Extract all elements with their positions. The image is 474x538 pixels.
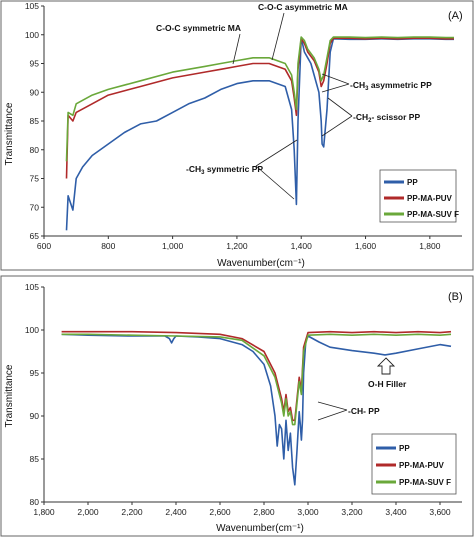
annotation-arrows-a xyxy=(232,12,353,200)
panel-a: (A) 65 70 75 80 85 90 95 100 105 600 800 1,000 1,200… xyxy=(0,0,474,271)
legend-a-entry-pp-ma-puv: PP-MA-PUV xyxy=(384,194,453,203)
panel-b-y-tick-label: 80 xyxy=(30,497,40,507)
arrow-ch3-asym-2 xyxy=(321,83,350,93)
annotation-ch-pp: -CH- PP xyxy=(348,406,380,416)
panel-b-y-tick-label: 105 xyxy=(25,282,39,292)
panel-a-y-tick-label: 100 xyxy=(25,30,39,40)
panel-a-frame xyxy=(0,0,474,271)
annotation-oh-filler: O-H Filler xyxy=(368,379,407,389)
panel-a-series-line-1 xyxy=(65,37,454,179)
panel-b-x-tick-label: 3,200 xyxy=(341,507,363,517)
panel-b-x-tick-label: 2,200 xyxy=(121,507,143,517)
legend-a-label-pp-ma-suvf: PP-MA-SUV F xyxy=(407,210,459,219)
legend-a-box xyxy=(379,169,457,223)
panel-b-series-line-2 xyxy=(61,333,452,426)
legend-b-label-pp-ma-suvf: PP-MA-SUV F xyxy=(399,478,451,487)
panel-b-x-tick-label: 3,400 xyxy=(385,507,407,517)
up-arrow-icon-shape xyxy=(376,357,396,375)
panel-b-x-tick-label: 2,400 xyxy=(165,507,187,517)
arrow-ch3-asym-1 xyxy=(321,73,350,85)
panel-b-axes: 80 85 90 95 100 105 1,800 2,000 2,200 2,400 2,600 2… xyxy=(25,282,462,517)
panel-a-label: (A) xyxy=(448,10,463,22)
panel-b-x-tick-label: 2,000 xyxy=(77,507,99,517)
panel-a-x-axis-label: Wavenumber(cm⁻¹) xyxy=(217,258,305,269)
arrow-ch2-1 xyxy=(321,115,353,137)
arrow-coc-asym xyxy=(271,12,285,61)
legend-b: PP PP-MA-PUV PP-MA-SUV F xyxy=(371,433,457,495)
panel-a-series-line-2 xyxy=(65,36,454,162)
panel-a-y-axis-label: Transmittance xyxy=(4,102,15,165)
panel-a-axes: 65 70 75 80 85 90 95 100 105 600 800 1,000 1,200 1,40… xyxy=(25,1,462,251)
panel-b-series-line-1 xyxy=(61,330,452,422)
panel-b-x-tick-label: 3,000 xyxy=(297,507,319,517)
panel-b-y-tick-label: 85 xyxy=(30,454,40,464)
legend-b-label-pp: PP xyxy=(399,444,410,453)
annotation-coc-asymmetric: C-O-C asymmetric MA xyxy=(258,2,348,12)
arrow-ch3-sym-1 xyxy=(255,139,298,167)
legend-b-entry-pp-ma-puv: PP-MA-PUV xyxy=(376,461,445,470)
panel-a-y-tick-label: 105 xyxy=(25,1,39,11)
legend-a-label-pp-ma-puv: PP-MA-PUV xyxy=(407,194,453,203)
panel-b-label: (B) xyxy=(448,291,463,303)
panel-b-series-line-0 xyxy=(61,333,452,486)
arrow-ch2-2 xyxy=(327,97,353,117)
panel-a-x-tick-label: 1,800 xyxy=(419,241,441,251)
legend-a-label-pp: PP xyxy=(407,178,418,187)
panel-a-x-tick-label: 800 xyxy=(101,241,115,251)
annotation-ch3-asymmetric: -CH3 asymmetric PP xyxy=(350,80,432,92)
panel-a-y-tick-label: 90 xyxy=(30,87,40,97)
panel-b: (B) 80 85 90 95 100 105 1,800 2,000 2,200 2,400 2,… xyxy=(0,275,474,537)
panel-a-y-tick-label: 70 xyxy=(30,202,40,212)
panel-b-x-tick-label: 1,800 xyxy=(33,507,55,517)
arrow-coc-sym xyxy=(232,33,241,65)
panel-b-y-tick-label: 90 xyxy=(30,411,40,421)
legend-b-label-pp-ma-puv: PP-MA-PUV xyxy=(399,461,445,470)
legend-a: PP PP-MA-PUV PP-MA-SUV F xyxy=(379,169,459,223)
panel-b-x-tick-label: 3,600 xyxy=(429,507,451,517)
arrow-ch3-sym-2 xyxy=(255,165,295,200)
up-arrow-icon xyxy=(376,357,396,375)
legend-a-entry-pp: PP xyxy=(384,178,418,187)
annotation-ch2-scissor: -CH2- scissor PP xyxy=(353,112,420,124)
panel-b-x-tick-label: 2,800 xyxy=(253,507,275,517)
legend-b-entry-pp-ma-suvf: PP-MA-SUV F xyxy=(376,478,451,487)
panel-b-x-axis-label: Wavenumber(cm⁻¹) xyxy=(216,523,304,534)
panel-b-x-tick-label: 2,600 xyxy=(209,507,231,517)
panel-b-frame xyxy=(0,275,474,537)
panel-a-x-tick-label: 1,600 xyxy=(355,241,377,251)
panel-a-x-tick-label: 1,400 xyxy=(291,241,313,251)
panel-a-x-tick-label: 600 xyxy=(37,241,51,251)
panel-a-y-tick-label: 65 xyxy=(30,231,40,241)
annotation-coc-symmetric: C-O-C symmetric MA xyxy=(156,23,241,33)
annotation-arrows-b xyxy=(317,401,348,421)
arrow-ch-1 xyxy=(317,401,348,411)
panel-a-y-tick-label: 95 xyxy=(30,59,40,69)
legend-b-entry-pp: PP xyxy=(376,444,410,453)
panel-a-series xyxy=(65,36,454,231)
legend-a-entry-pp-ma-suvf: PP-MA-SUV F xyxy=(384,210,459,219)
panel-a-x-tick-label: 1,000 xyxy=(162,241,184,251)
panel-b-y-axis-label: Transmittance xyxy=(4,364,15,427)
panel-b-y-tick-label: 100 xyxy=(25,325,39,335)
panel-a-series-line-0 xyxy=(65,36,454,231)
panel-a-y-tick-label: 75 xyxy=(30,174,40,184)
panel-a-y-tick-label: 80 xyxy=(30,145,40,155)
panel-b-series xyxy=(61,330,452,486)
annotation-ch3-symmetric: -CH3 symmetric PP xyxy=(186,164,263,176)
panel-b-y-tick-label: 95 xyxy=(30,368,40,378)
panel-a-x-tick-label: 1,200 xyxy=(226,241,248,251)
panel-a-y-tick-label: 85 xyxy=(30,116,40,126)
arrow-ch-2 xyxy=(317,409,348,421)
